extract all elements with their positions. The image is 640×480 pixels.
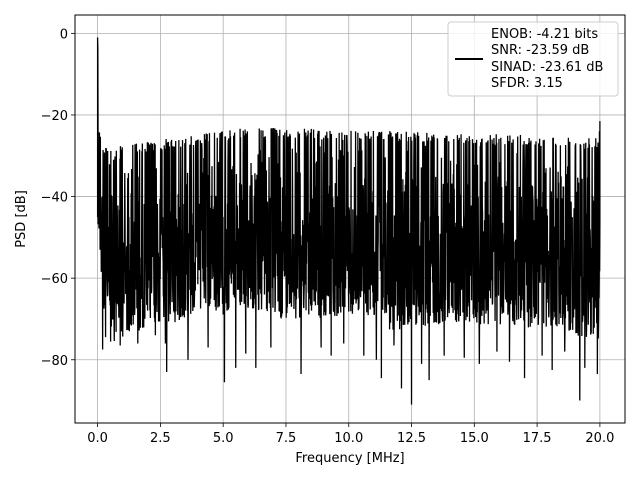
x-tick-label: 17.5 [523, 431, 552, 446]
x-tick-label: 15.0 [460, 431, 489, 446]
legend: ENOB: -4.21 bits SNR: -23.59 dB SINAD: -… [447, 21, 619, 97]
x-tick-label: 20.0 [585, 431, 614, 446]
x-axis-label: Frequency [MHz] [295, 451, 404, 466]
legend-line-1: ENOB: -4.21 bits [491, 27, 598, 42]
y-tick-label: −60 [41, 272, 68, 287]
y-tick-label: 0 [60, 27, 68, 42]
plot-frame [74, 14, 626, 424]
y-tick-label: −20 [41, 109, 68, 124]
legend-box [447, 21, 619, 97]
legend-line-2: SNR: -23.59 dB [491, 43, 589, 58]
y-axis: 0 −20 −40 −60 −80 [41, 27, 75, 369]
y-tick-label: −80 [41, 354, 68, 369]
x-axis: 0.0 2.5 5.0 7.5 10.0 12.5 15.0 17.5 20.0 [87, 423, 614, 446]
series-layer [96, 37, 601, 405]
x-tick-label: 12.5 [397, 431, 426, 446]
psd-trace [96, 37, 601, 405]
y-tick-label: −40 [41, 191, 68, 206]
x-tick-label: 5.0 [213, 431, 234, 446]
legend-line-3: SINAD: -23.61 dB [491, 60, 603, 75]
x-tick-label: 0.0 [87, 431, 108, 446]
x-tick-label: 7.5 [276, 431, 297, 446]
x-tick-label: 10.0 [334, 431, 363, 446]
y-axis-label: PSD [dB] [14, 190, 29, 248]
x-tick-label: 2.5 [150, 431, 171, 446]
legend-line-4: SFDR: 3.15 [491, 76, 563, 91]
